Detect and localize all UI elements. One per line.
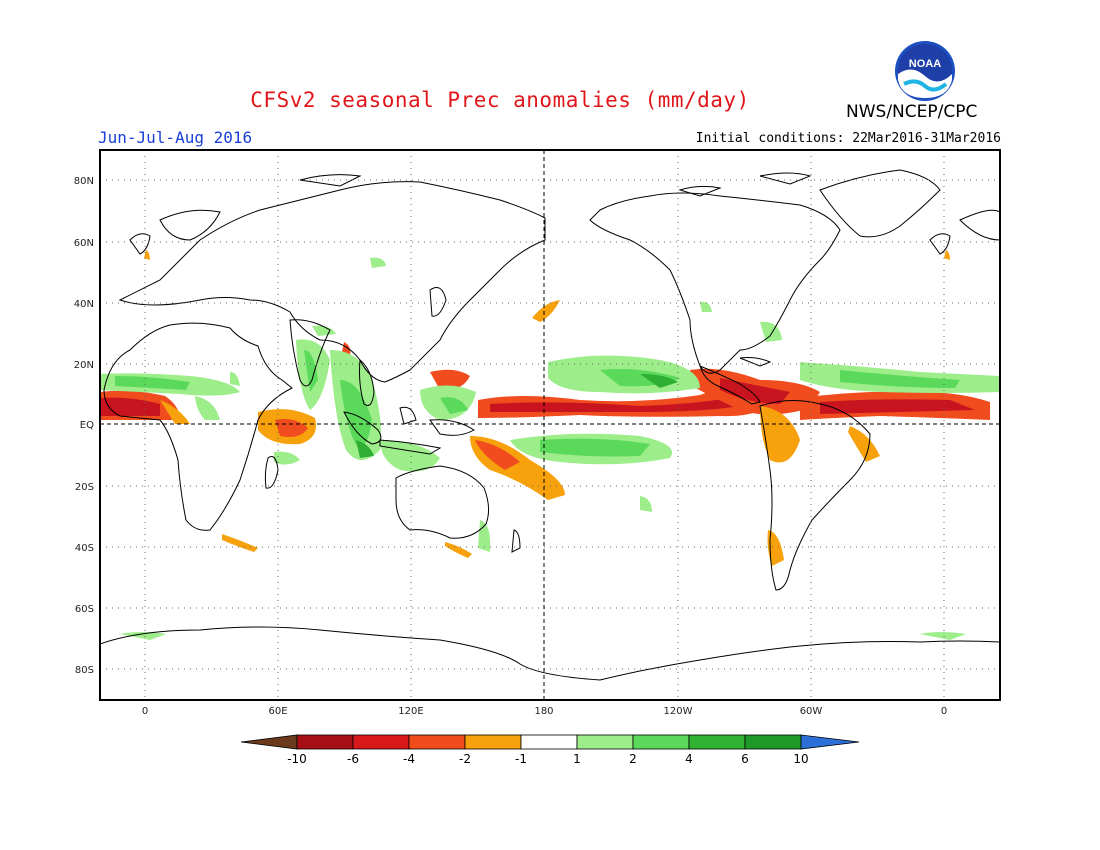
lon-label: 120W <box>664 706 693 717</box>
colorbar-label: 10 <box>793 752 809 766</box>
lat-label: 60S <box>75 604 94 615</box>
map-title: CFSv2 seasonal Prec anomalies (mm/day) <box>250 88 750 112</box>
colorbar-label: -1 <box>515 752 527 766</box>
lon-label: 180 <box>534 706 553 717</box>
season-label: Jun-Jul-Aug 2016 <box>98 128 253 147</box>
colorbar-cell <box>408 734 466 750</box>
lat-label: 40N <box>74 299 94 310</box>
colorbar-left-arrow <box>240 734 298 750</box>
colorbar-cell <box>576 734 634 750</box>
lon-label: 0 <box>941 706 947 717</box>
lat-label: 40S <box>75 543 94 554</box>
colorbar-label: 4 <box>685 752 693 766</box>
colorbar-label: -6 <box>347 752 359 766</box>
lat-label: 60N <box>74 238 94 249</box>
colorbar-label: 2 <box>629 752 637 766</box>
map-frame <box>99 149 1001 701</box>
lat-label: 80N <box>74 176 94 187</box>
initial-conditions-label: Initial conditions: 22Mar2016-31Mar2016 <box>695 131 1001 146</box>
colorbar-label: 1 <box>573 752 581 766</box>
equator-dateline <box>100 150 1000 700</box>
noaa-logo-text: NOAA <box>909 58 941 70</box>
colorbar-label: -2 <box>459 752 471 766</box>
latitude-labels: 80N 60N 40N 20N EQ 20S 40S 60S 80S <box>74 176 94 676</box>
colorbar-cell <box>464 734 522 750</box>
lon-label: 0 <box>142 706 148 717</box>
graticule <box>100 150 1000 700</box>
lat-label: 80S <box>75 665 94 676</box>
anomaly-shading <box>100 250 1000 640</box>
colorbar-cell <box>688 734 746 750</box>
colorbar-cell <box>520 734 578 750</box>
colorbar <box>240 734 860 750</box>
noaa-logo: NOAA <box>895 41 955 101</box>
longitude-labels: 0 60E 120E 180 120W 60W 0 <box>142 706 947 717</box>
lat-label: EQ <box>80 420 94 431</box>
lon-label: 120E <box>398 706 423 717</box>
lon-label: 60W <box>800 706 823 717</box>
colorbar-cell <box>632 734 690 750</box>
coastlines <box>100 169 1000 681</box>
lat-label: 20S <box>75 482 94 493</box>
colorbar-cell <box>352 734 410 750</box>
colorbar-label: -4 <box>403 752 415 766</box>
colorbar-cell <box>296 734 354 750</box>
agency-label: NWS/NCEP/CPC <box>846 102 978 122</box>
colorbar-label: 6 <box>741 752 749 766</box>
lon-label: 60E <box>268 706 287 717</box>
colorbar-right-arrow <box>800 734 860 750</box>
colorbar-label: -10 <box>287 752 307 766</box>
lat-label: 20N <box>74 360 94 371</box>
colorbar-cell <box>744 734 802 750</box>
